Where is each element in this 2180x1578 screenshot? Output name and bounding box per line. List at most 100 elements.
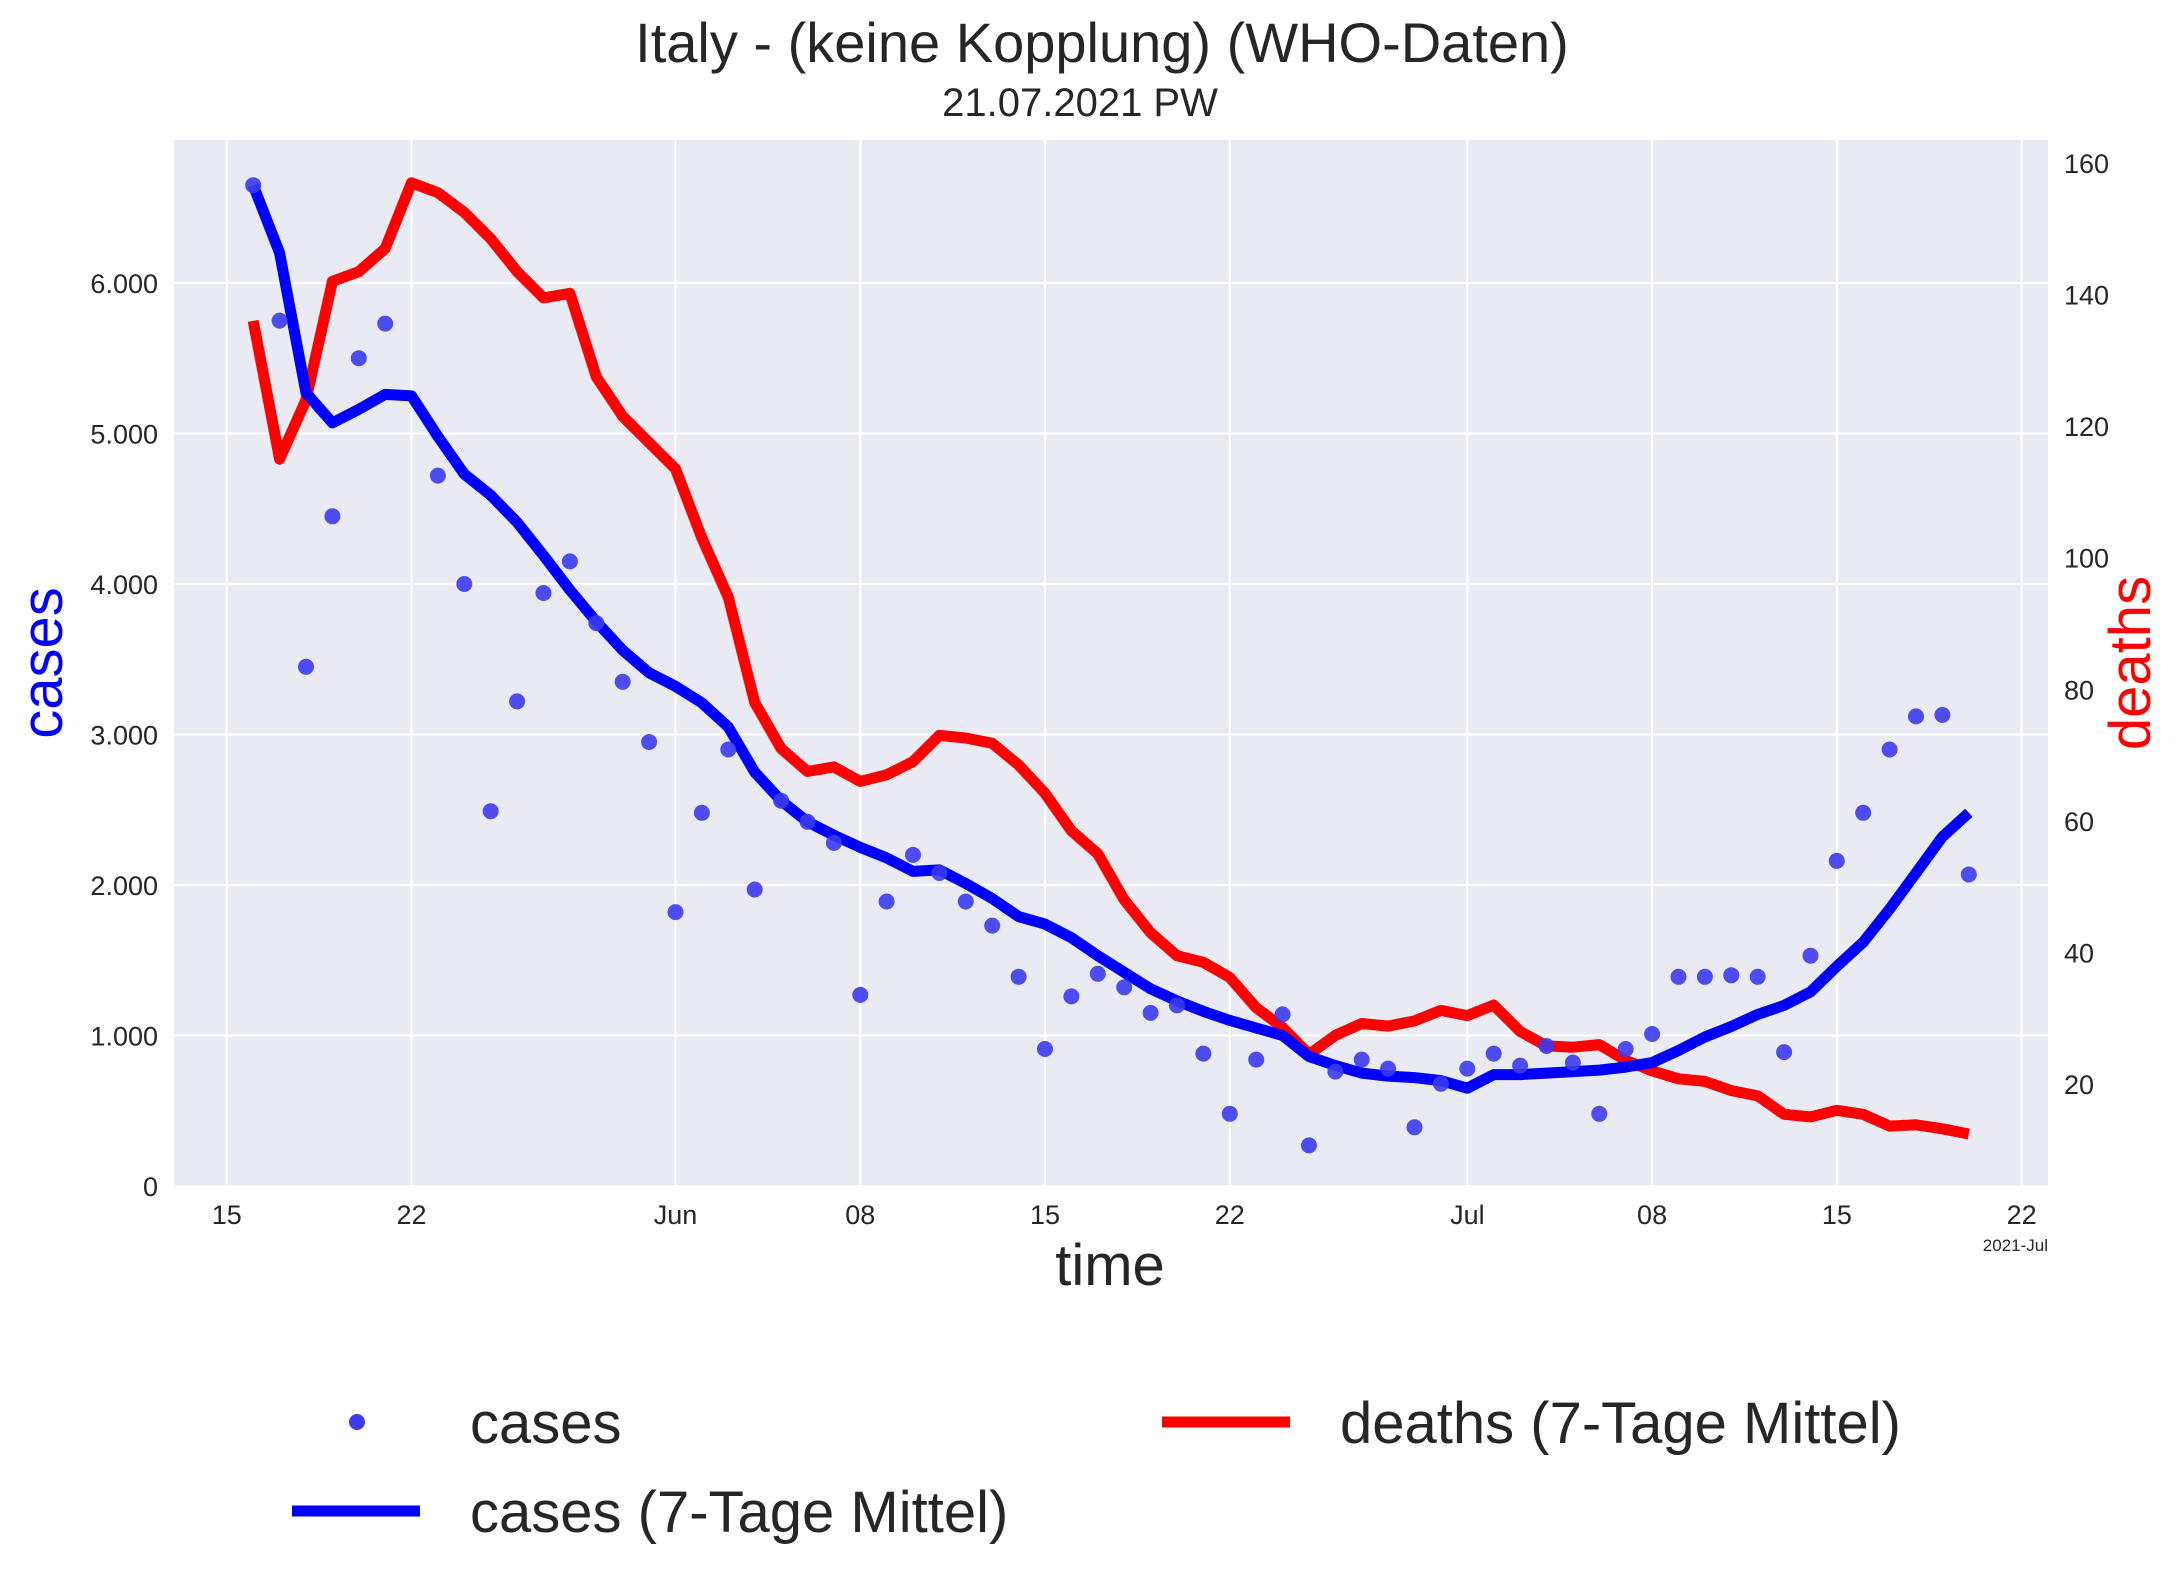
cases-point (1274, 1006, 1291, 1023)
cases-point (429, 467, 446, 484)
cases-point (1644, 1026, 1661, 1042)
cases-point (1855, 804, 1872, 821)
y-left-tick-label: 5.000 (90, 419, 158, 449)
cases-point (931, 865, 948, 881)
grid (174, 140, 2048, 1187)
x-axis-label: time (1055, 1233, 1165, 1298)
y-axis-label-right: deaths (2098, 576, 2163, 750)
x-tick-label: 15 (1822, 1200, 1852, 1230)
cases-point (1459, 1060, 1476, 1077)
cases-point (1195, 1045, 1212, 1062)
cases-point (1538, 1038, 1555, 1054)
cases-point (350, 350, 367, 367)
cases-point (271, 312, 288, 329)
cases-point (482, 803, 499, 820)
cases-point (773, 792, 790, 809)
y-left-tick-label: 2.000 (90, 871, 158, 901)
cases-point (298, 658, 314, 675)
cases-point (1802, 947, 1819, 964)
cases-point (1353, 1051, 1370, 1068)
cases-point (1749, 968, 1766, 985)
y-right-tick-label: 100 (2064, 544, 2109, 574)
legend: cases cases (7-Tage Mittel) deaths (7-Ta… (292, 1391, 1901, 1545)
cases-point (1116, 979, 1133, 996)
x-tick-label: 08 (845, 1200, 875, 1230)
cases-point (1908, 708, 1924, 725)
cases-point (1301, 1137, 1317, 1154)
cases-point (324, 508, 341, 525)
cases-point (1934, 706, 1951, 723)
x-tick-label: Jul (1450, 1200, 1485, 1230)
cases-point (588, 615, 605, 632)
y-right-tick-label: 120 (2064, 412, 2109, 442)
cases-point (1591, 1105, 1608, 1122)
y-left-tick-label: 0 (143, 1172, 158, 1202)
cases-point (825, 834, 842, 851)
cases-point (667, 904, 684, 921)
cases-point (377, 315, 394, 332)
cases-point (1142, 1004, 1159, 1021)
cases-point (1670, 968, 1687, 985)
cases-point (905, 846, 921, 863)
cases-point (799, 813, 816, 830)
y-right-tick-label: 20 (2064, 1070, 2094, 1100)
chart-subtitle: 21.07.2021 PW (942, 81, 1218, 125)
chart-title: Italy - (keine Kopplung) (WHO-Daten) (635, 11, 1569, 74)
cases-point (456, 576, 473, 592)
y-right-tick-label: 60 (2064, 807, 2094, 837)
cases-point (245, 177, 262, 194)
cases-point (1327, 1063, 1344, 1080)
cases-point (614, 673, 631, 690)
cases-point (1380, 1060, 1397, 1077)
x-tick-label: 15 (212, 1200, 242, 1230)
cases-point (1037, 1041, 1053, 1057)
cases-point (852, 986, 869, 1003)
cases-point (878, 893, 895, 910)
x-tick-label: Jun (654, 1200, 698, 1230)
deaths-7day-line (247, 177, 1970, 1140)
cases-point (1089, 965, 1106, 982)
cases-point (1776, 1044, 1793, 1061)
y-left-tick-label: 3.000 (90, 720, 158, 750)
cases-7day-line (248, 183, 1973, 1094)
x-tick-label: 22 (2007, 1200, 2037, 1230)
x-offset-label: 2021-Jul (1983, 1236, 2048, 1255)
legend-cases-marker (349, 1414, 365, 1430)
cases-point (1723, 967, 1740, 984)
cases-point (1512, 1057, 1529, 1074)
cases-point (641, 734, 658, 750)
y-left-tick-label: 1.000 (90, 1021, 158, 1051)
cases-point (1169, 997, 1185, 1014)
cases-point (1010, 968, 1027, 985)
x-tick-label: 22 (1215, 1200, 1245, 1230)
cases-point (984, 917, 1001, 934)
cases-point (1617, 1041, 1634, 1057)
x-tick-label: 22 (397, 1200, 427, 1230)
cases-point (1564, 1054, 1581, 1071)
cases-point (1221, 1105, 1238, 1122)
cases-point (957, 893, 974, 910)
cases-point (535, 585, 552, 601)
cases-point (746, 881, 763, 898)
legend-deaths-line-label: deaths (7-Tage Mittel) (1340, 1391, 1901, 1456)
cases-point (1881, 741, 1898, 758)
cases-points-series (245, 177, 1977, 1154)
cases-point (509, 693, 526, 710)
tick-labels: 15 22 Jun 08 15 22 Jul 08 15 22 0 1.000 2.000 3.000 4.… (90, 149, 2109, 1230)
x-tick-label: 15 (1030, 1200, 1060, 1230)
legend-cases-line-label: cases (7-Tage Mittel) (470, 1480, 1008, 1545)
y-right-tick-label: 140 (2064, 281, 2109, 311)
cases-point (1696, 968, 1713, 985)
cases-point (1063, 988, 1080, 1005)
legend-cases-label: cases (470, 1391, 622, 1456)
y-left-tick-label: 6.000 (90, 269, 158, 299)
cases-point (1432, 1075, 1449, 1092)
cases-point (1406, 1119, 1423, 1136)
cases-line-series (248, 183, 1973, 1094)
y-right-tick-label: 160 (2064, 149, 2109, 179)
cases-point (1828, 852, 1845, 869)
cases-point (561, 553, 578, 570)
y-axis-label-left: cases (10, 587, 75, 739)
x-tick-label: 08 (1637, 1200, 1667, 1230)
